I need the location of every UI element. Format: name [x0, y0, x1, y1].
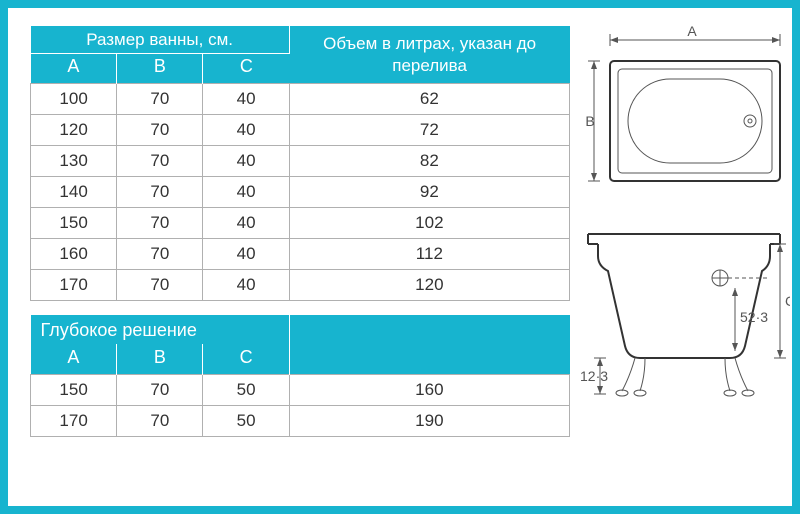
cell: 92 — [289, 177, 569, 208]
cell: 72 — [289, 115, 569, 146]
dim-overflow-label: 52·3 — [740, 309, 768, 325]
cell: 82 — [289, 146, 569, 177]
cell: 70 — [117, 115, 203, 146]
col2-a: A — [31, 344, 117, 375]
header-deep-title: Глубокое решение — [31, 315, 290, 344]
dim-leg-label: 12·3 — [580, 368, 608, 384]
cell: 102 — [289, 208, 569, 239]
cell: 170 — [31, 406, 117, 437]
header-volume: Объем в литрах, указан до перелива — [289, 26, 569, 84]
cell: 70 — [117, 177, 203, 208]
tables-column: Размер ванны, см. Объем в литрах, указан… — [30, 26, 570, 496]
cell: 70 — [117, 146, 203, 177]
sizes-table-body: 1007040621207040721307040821407040921507… — [31, 84, 570, 301]
col2-b: B — [117, 344, 203, 375]
cell: 70 — [117, 406, 203, 437]
col-c: C — [203, 54, 289, 84]
cell: 40 — [203, 208, 289, 239]
cell: 70 — [117, 208, 203, 239]
table-row: 1507050160 — [31, 375, 570, 406]
cell: 120 — [289, 270, 569, 301]
cell: 160 — [31, 239, 117, 270]
col2-blank — [289, 344, 569, 375]
cell: 40 — [203, 115, 289, 146]
diagrams-column: A B — [580, 26, 790, 496]
table-row: 140704092 — [31, 177, 570, 208]
cell: 40 — [203, 177, 289, 208]
cell: 70 — [117, 375, 203, 406]
cell: 170 — [31, 270, 117, 301]
dim-a-label: A — [687, 26, 697, 39]
cell: 70 — [117, 84, 203, 115]
table-row: 100704062 — [31, 84, 570, 115]
cell: 150 — [31, 375, 117, 406]
cell: 130 — [31, 146, 117, 177]
table-row: 1707050190 — [31, 406, 570, 437]
cell: 40 — [203, 146, 289, 177]
cell: 100 — [31, 84, 117, 115]
cell: 140 — [31, 177, 117, 208]
deep-table-body: 15070501601707050190 — [31, 375, 570, 437]
cell: 160 — [289, 375, 569, 406]
cell: 70 — [117, 270, 203, 301]
cell: 70 — [117, 239, 203, 270]
cell: 40 — [203, 270, 289, 301]
cell: 112 — [289, 239, 569, 270]
deep-table: Глубокое решение A B C 15070501601707050… — [30, 315, 570, 437]
col2-c: C — [203, 344, 289, 375]
table-row: 1607040112 — [31, 239, 570, 270]
header-deep-blank — [289, 315, 569, 344]
cell: 50 — [203, 406, 289, 437]
table-row: 1507040102 — [31, 208, 570, 239]
side-view-diagram: 52·3 C 12·3 — [580, 216, 790, 416]
cell: 62 — [289, 84, 569, 115]
col-a: A — [31, 54, 117, 84]
cell: 40 — [203, 84, 289, 115]
cell: 150 — [31, 208, 117, 239]
cell: 120 — [31, 115, 117, 146]
cell: 50 — [203, 375, 289, 406]
sizes-table: Размер ванны, см. Объем в литрах, указан… — [30, 26, 570, 301]
dim-b-label: B — [585, 113, 594, 129]
table-row: 130704082 — [31, 146, 570, 177]
table-row: 120704072 — [31, 115, 570, 146]
cell: 40 — [203, 239, 289, 270]
page: Размер ванны, см. Объем в литрах, указан… — [8, 8, 792, 506]
dim-c-label: C — [785, 293, 790, 309]
header-size-group: Размер ванны, см. — [31, 26, 290, 54]
table-row: 1707040120 — [31, 270, 570, 301]
top-view-diagram: A B — [580, 26, 790, 196]
cell: 190 — [289, 406, 569, 437]
col-b: B — [117, 54, 203, 84]
